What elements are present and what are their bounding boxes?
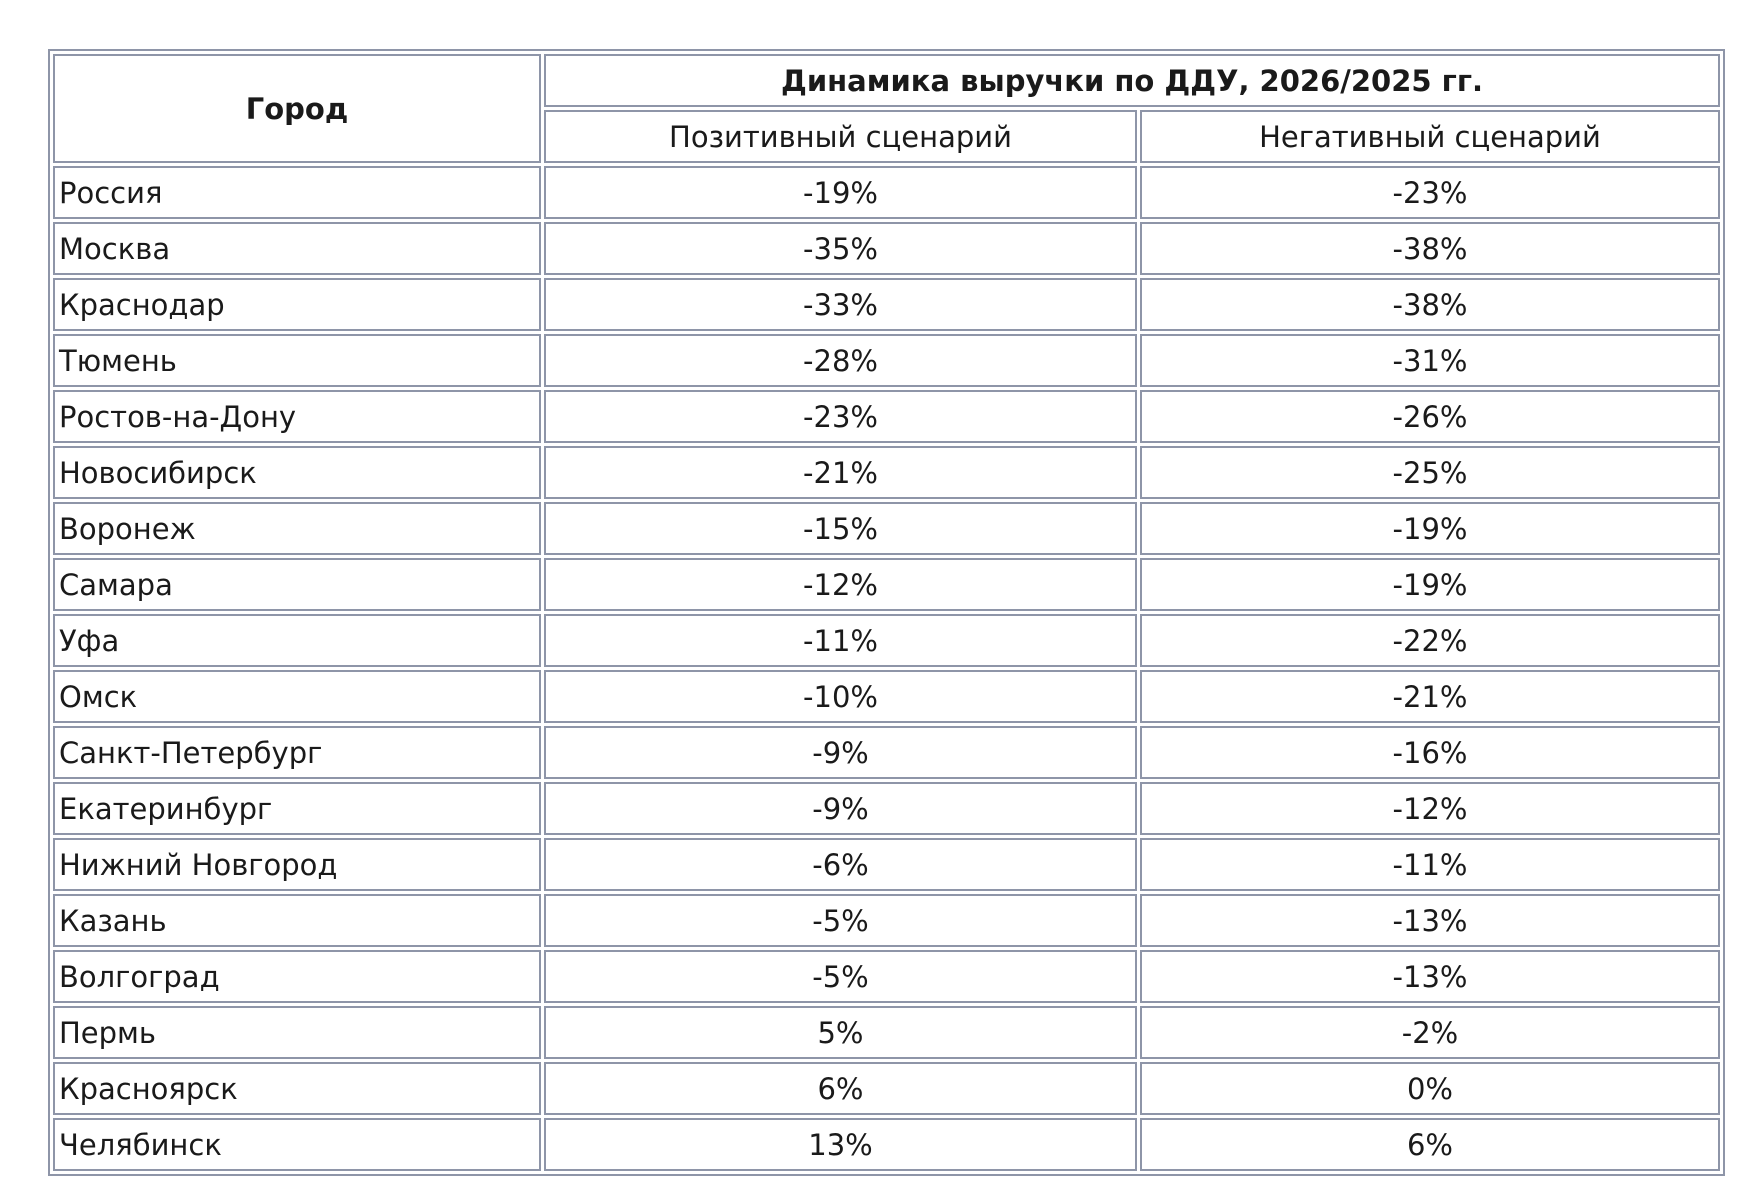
value-cell: -5%	[544, 894, 1137, 947]
value-cell: -12%	[1140, 782, 1720, 835]
column-header: Негативный сценарий	[1140, 110, 1720, 163]
city-cell: Воронеж	[53, 502, 541, 555]
value-cell: -28%	[544, 334, 1137, 387]
city-cell: Красноярск	[53, 1062, 541, 1115]
table-row: Новосибирск -21% -25%	[53, 446, 1720, 499]
table-row: Россия -19% -23%	[53, 166, 1720, 219]
table-row: Самара -12% -19%	[53, 558, 1720, 611]
value-cell: -19%	[1140, 502, 1720, 555]
table-row: Уфа -11% -22%	[53, 614, 1720, 667]
city-cell: Ростов-на-Дону	[53, 390, 541, 443]
value-cell: -13%	[1140, 894, 1720, 947]
value-cell: -13%	[1140, 950, 1720, 1003]
value-cell: -23%	[544, 390, 1137, 443]
table-row: Тюмень -28% -31%	[53, 334, 1720, 387]
table-row: Москва -35% -38%	[53, 222, 1720, 275]
table-row: Омск -10% -21%	[53, 670, 1720, 723]
value-cell: -26%	[1140, 390, 1720, 443]
value-cell: -35%	[544, 222, 1137, 275]
value-cell: -38%	[1140, 222, 1720, 275]
city-cell: Волгоград	[53, 950, 541, 1003]
table-row: Нижний Новгород -6% -11%	[53, 838, 1720, 891]
city-cell: Казань	[53, 894, 541, 947]
value-cell: -5%	[544, 950, 1137, 1003]
value-cell: -31%	[1140, 334, 1720, 387]
city-header: Город	[53, 54, 541, 163]
value-cell: -19%	[544, 166, 1137, 219]
table-row: Волгоград -5% -13%	[53, 950, 1720, 1003]
city-cell: Челябинск	[53, 1118, 541, 1171]
revenue-table: Город Динамика выручки по ДДУ, 2026/2025…	[48, 49, 1725, 1176]
value-cell: 5%	[544, 1006, 1137, 1059]
value-cell: 6%	[544, 1062, 1137, 1115]
value-cell: -6%	[544, 838, 1137, 891]
value-cell: -25%	[1140, 446, 1720, 499]
city-cell: Омск	[53, 670, 541, 723]
value-cell: -9%	[544, 726, 1137, 779]
city-cell: Москва	[53, 222, 541, 275]
table-row: Ростов-на-Дону -23% -26%	[53, 390, 1720, 443]
city-cell: Тюмень	[53, 334, 541, 387]
value-cell: -10%	[544, 670, 1137, 723]
value-cell: -21%	[1140, 670, 1720, 723]
value-cell: -22%	[1140, 614, 1720, 667]
table-body: Россия -19% -23% Москва -35% -38% Краснодар -33…	[53, 166, 1720, 1171]
value-cell: -12%	[544, 558, 1137, 611]
city-cell: Уфа	[53, 614, 541, 667]
value-cell: 13%	[544, 1118, 1137, 1171]
city-cell: Краснодар	[53, 278, 541, 331]
table-row: Краснодар -33% -38%	[53, 278, 1720, 331]
subheader-row: Позитивный сценарий Негативный сценарий	[53, 110, 1720, 163]
value-cell: -15%	[544, 502, 1137, 555]
city-cell: Пермь	[53, 1006, 541, 1059]
header-row: Город Динамика выручки по ДДУ, 2026/2025…	[53, 54, 1720, 163]
city-cell: Новосибирск	[53, 446, 541, 499]
value-cell: -38%	[1140, 278, 1720, 331]
value-cell: -9%	[544, 782, 1137, 835]
value-cell: -33%	[544, 278, 1137, 331]
value-cell: -11%	[1140, 838, 1720, 891]
column-header: Позитивный сценарий	[544, 110, 1137, 163]
city-cell: Самара	[53, 558, 541, 611]
table-row: Казань -5% -13%	[53, 894, 1720, 947]
table-row: Красноярск 6% 0%	[53, 1062, 1720, 1115]
city-cell: Екатеринбург	[53, 782, 541, 835]
value-cell: -11%	[544, 614, 1137, 667]
value-cell: -19%	[1140, 558, 1720, 611]
value-cell: -21%	[544, 446, 1137, 499]
value-cell: -2%	[1140, 1006, 1720, 1059]
table-row: Санкт-Петербург -9% -16%	[53, 726, 1720, 779]
group-header: Динамика выручки по ДДУ, 2026/2025 гг.	[544, 54, 1720, 107]
value-cell: 6%	[1140, 1118, 1720, 1171]
city-cell: Нижний Новгород	[53, 838, 541, 891]
value-cell: -23%	[1140, 166, 1720, 219]
city-cell: Санкт-Петербург	[53, 726, 541, 779]
table-row: Воронеж -15% -19%	[53, 502, 1720, 555]
value-cell: 0%	[1140, 1062, 1720, 1115]
table-row: Пермь 5% -2%	[53, 1006, 1720, 1059]
table-row: Екатеринбург -9% -12%	[53, 782, 1720, 835]
value-cell: -16%	[1140, 726, 1720, 779]
table-row: Челябинск 13% 6%	[53, 1118, 1720, 1171]
city-cell: Россия	[53, 166, 541, 219]
